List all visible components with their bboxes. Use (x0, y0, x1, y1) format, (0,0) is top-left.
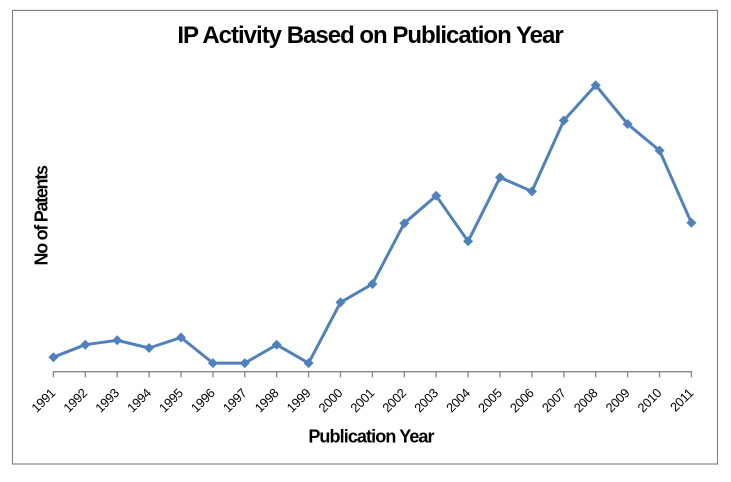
svg-text:Publication Year: Publication Year (308, 427, 434, 447)
svg-text:No of Patents: No of Patents (31, 165, 51, 265)
svg-text:IP Activity Based on Publicati: IP Activity Based on Publication Year (177, 22, 563, 49)
